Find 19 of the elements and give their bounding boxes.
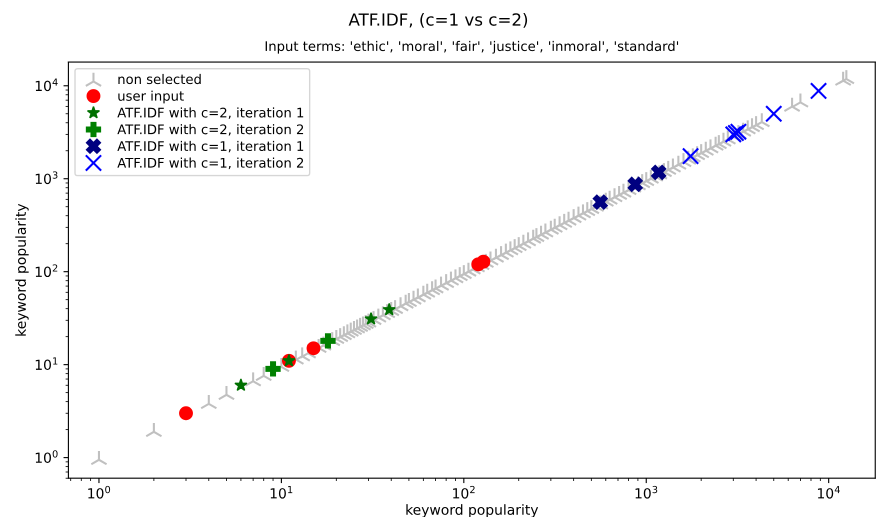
legend-label: non selected: [118, 74, 201, 84]
legend-label: ATF.IDF with c=2, iteration 2: [117, 124, 304, 136]
x-tick-label: 10$^{3}$: [636, 486, 658, 499]
chart-title: ATF.IDF, (c=1 vs c=2): [348, 12, 528, 28]
y-tick-label: 10$^{0}$: [36, 450, 58, 463]
x-tick-label: 10$^{1}$: [270, 486, 292, 499]
x-tick-label: 10$^{0}$: [88, 486, 110, 499]
y-tick-label: 10$^{2}$: [36, 264, 58, 278]
legend-label: user input: [118, 90, 184, 104]
y-tick-label: 10$^{3}$: [36, 171, 58, 184]
legend-label: ATF.IDF with c=2, iteration 1: [117, 107, 304, 119]
chart-subtitle: Input terms: 'ethic', 'moral', 'fair', 'justice', 'inmoral', 'standard': [266, 40, 678, 54]
x-tick-label: 10$^{4}$: [818, 486, 840, 499]
x-tick-label: 10$^{2}$: [453, 486, 475, 499]
legend-label: ATF.IDF with c=1, iteration 1: [117, 140, 304, 152]
y-axis-title: keyword popularity: [15, 204, 29, 336]
y-tick-label: 10$^{4}$: [36, 78, 58, 92]
legend-label: ATF.IDF with c=1, iteration 2: [117, 158, 304, 170]
y-tick-label: 10$^{1}$: [36, 357, 58, 370]
